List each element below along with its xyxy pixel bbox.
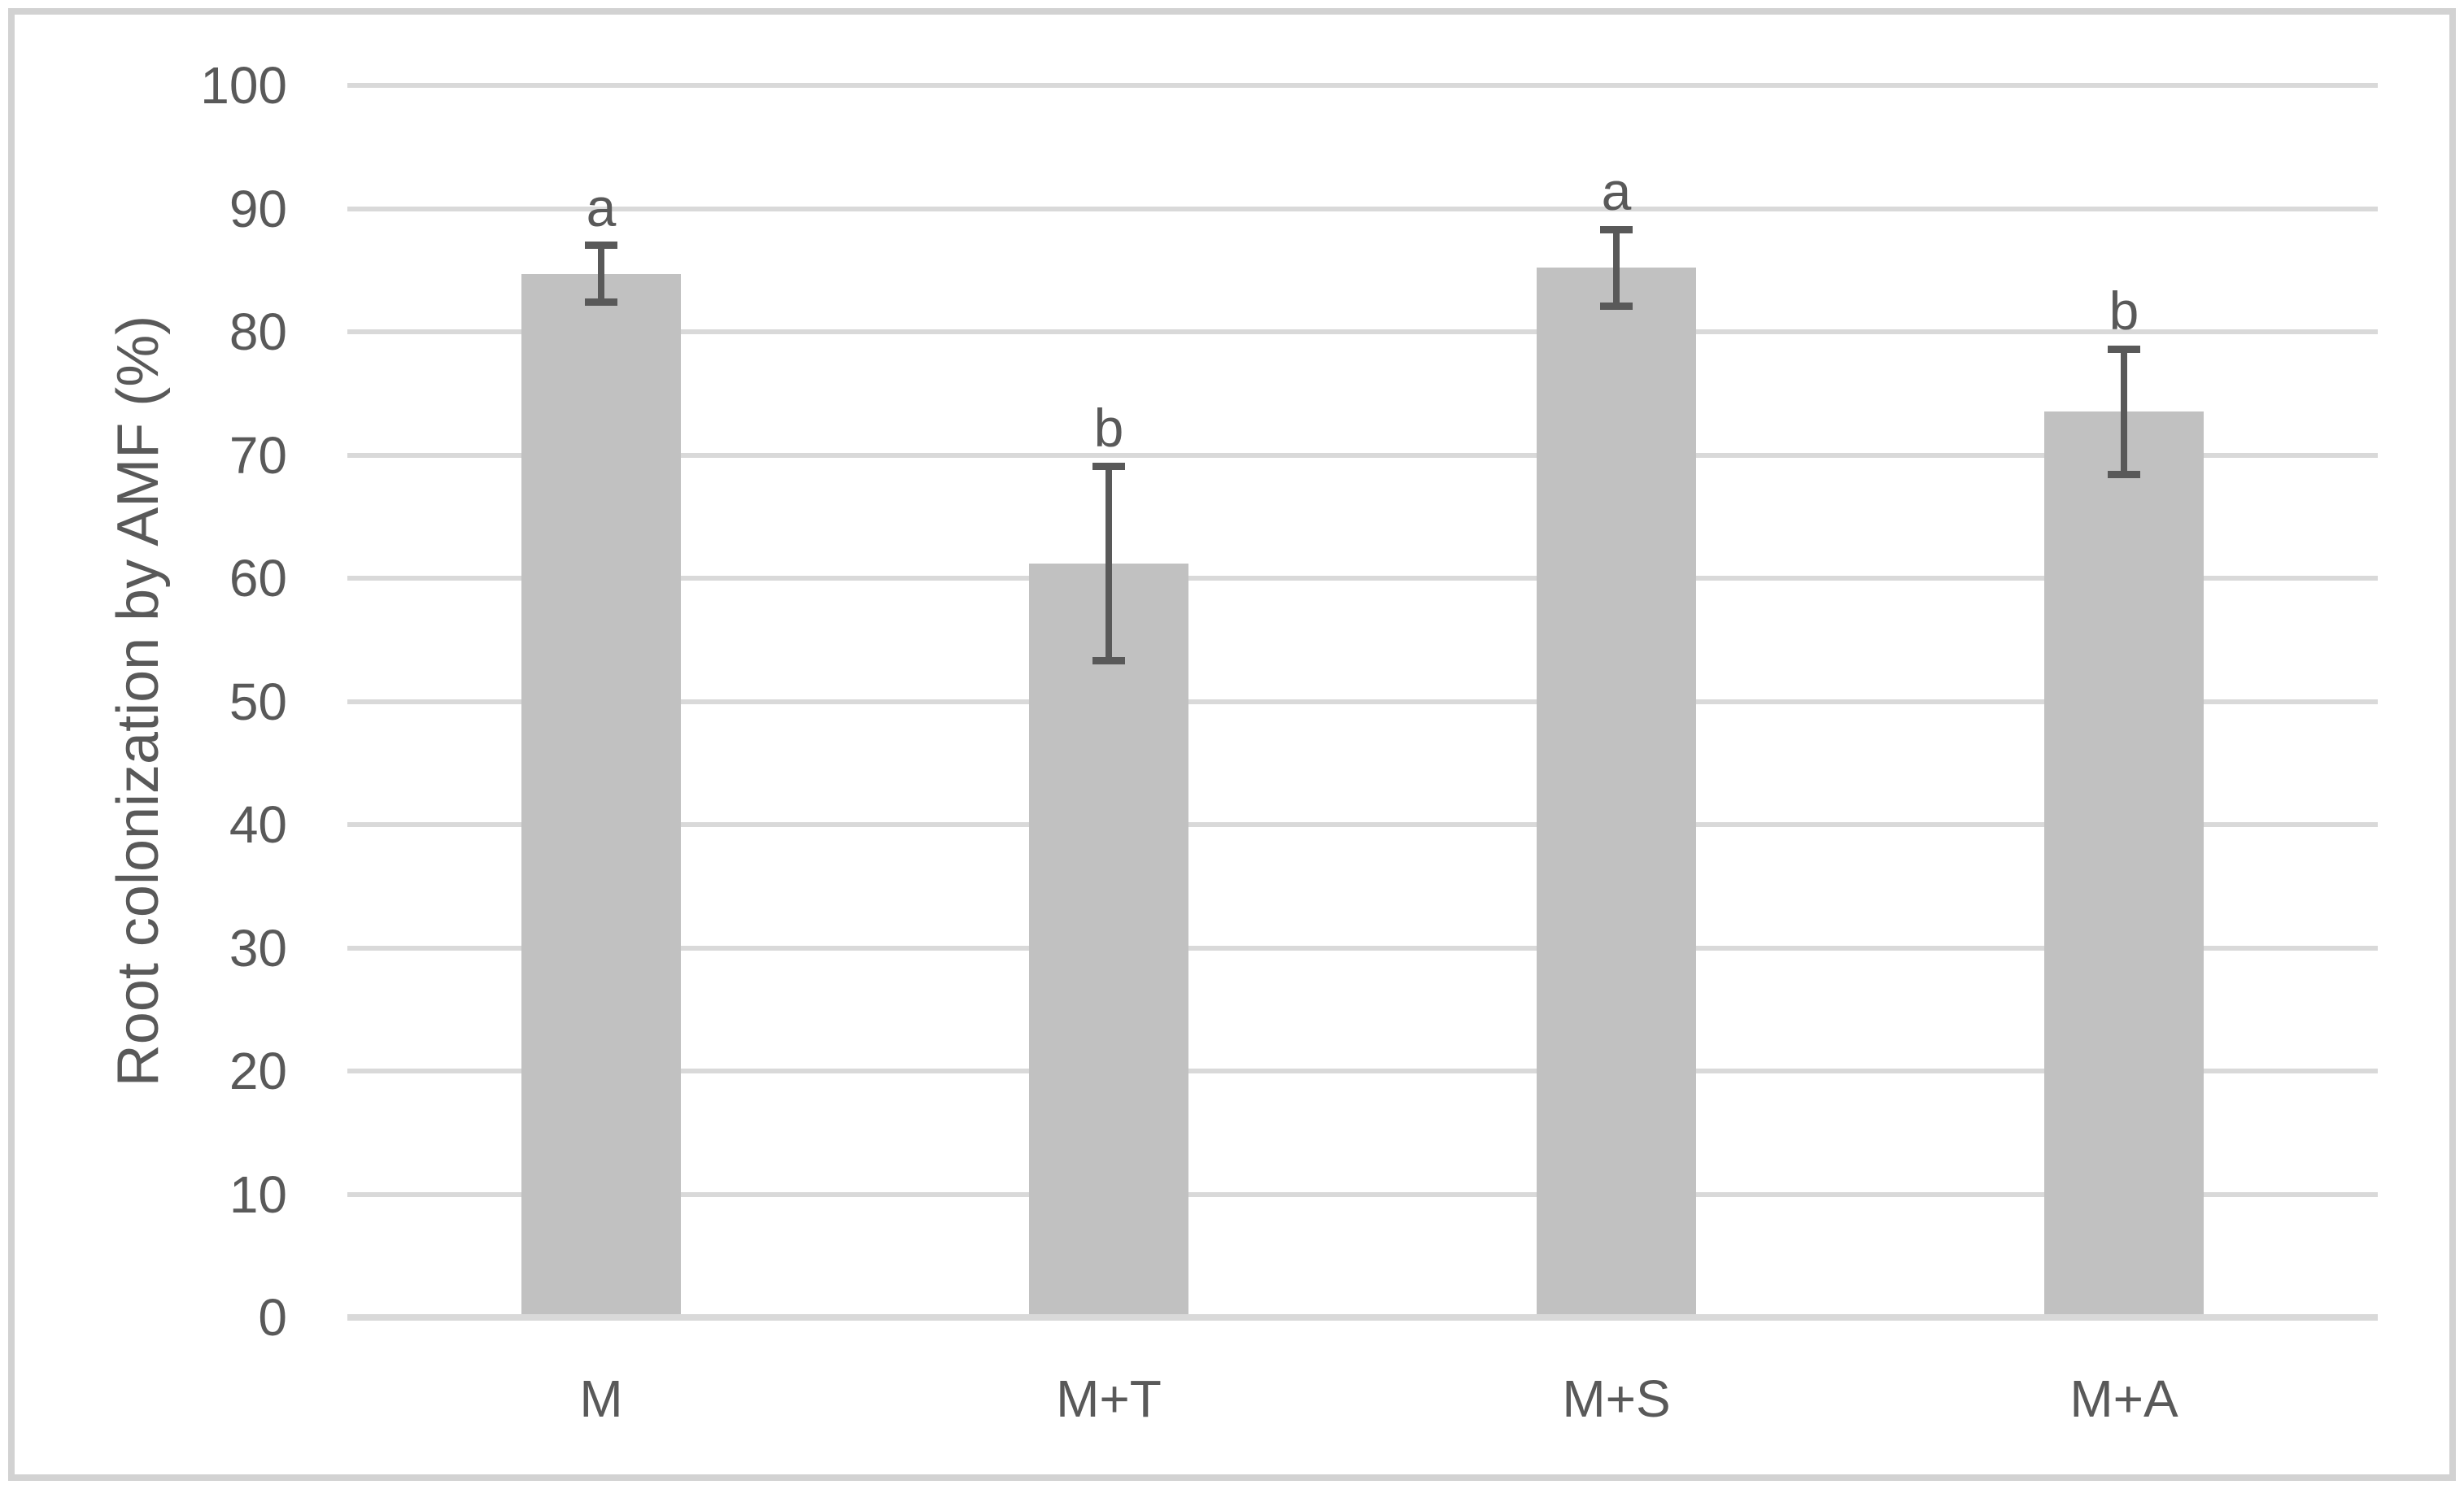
- bar-M+S: [1537, 268, 1696, 1317]
- error-cap-top-M: [585, 242, 617, 250]
- bar-M: [521, 273, 681, 1317]
- x-tick-label-M: M: [579, 1369, 623, 1428]
- y-tick-label: 100: [200, 56, 287, 115]
- y-tick-label: 70: [229, 425, 287, 485]
- y-tick-label: 50: [229, 672, 287, 731]
- error-bar-M+T: [1106, 466, 1112, 661]
- error-bar-M+S: [1613, 229, 1620, 307]
- x-tick-label-M+T: M+T: [1056, 1369, 1162, 1428]
- y-tick-label: 30: [229, 918, 287, 977]
- y-tick-label: 80: [229, 303, 287, 361]
- gridline-90: [347, 206, 2378, 211]
- gridline-70: [347, 452, 2378, 458]
- gridline-80: [347, 329, 2378, 334]
- y-tick-label: 0: [258, 1288, 287, 1347]
- gridline-20: [347, 1069, 2378, 1073]
- x-axis-line: [347, 1314, 2378, 1321]
- x-tick-label-M+S: M+S: [1562, 1369, 1671, 1428]
- gridline-10: [347, 1191, 2378, 1197]
- x-tick-label-M+A: M+A: [2069, 1369, 2178, 1428]
- error-cap-top-M+T: [1092, 462, 1125, 470]
- y-tick-label: 40: [229, 795, 287, 854]
- y-tick-label: 10: [229, 1165, 287, 1224]
- error-cap-bottom-M+A: [2108, 471, 2140, 479]
- error-cap-bottom-M+S: [1600, 302, 1633, 310]
- sig-letter-M+A: b: [2109, 281, 2139, 342]
- bar-M+T: [1029, 563, 1188, 1317]
- error-cap-bottom-M: [585, 298, 617, 307]
- error-bar-M: [598, 245, 604, 303]
- gridline-50: [347, 699, 2378, 704]
- plot-area: a b a b: [347, 83, 2378, 1321]
- sig-letter-M: a: [586, 176, 617, 237]
- error-cap-bottom-M+T: [1092, 657, 1125, 665]
- gridline-60: [347, 576, 2378, 581]
- gridline-100: [347, 83, 2378, 88]
- gridline-40: [347, 822, 2378, 827]
- error-bar-M+A: [2121, 349, 2127, 475]
- y-tick-label: 20: [229, 1042, 287, 1100]
- y-tick-label: 90: [229, 179, 287, 238]
- error-cap-top-M+A: [2108, 345, 2140, 353]
- sig-letter-M+T: b: [1093, 398, 1124, 459]
- sig-letter-M+S: a: [1601, 161, 1632, 222]
- y-tick-label: 60: [229, 549, 287, 607]
- error-cap-top-M+S: [1600, 225, 1633, 233]
- gridline-30: [347, 945, 2378, 951]
- bar-M+A: [2044, 411, 2204, 1317]
